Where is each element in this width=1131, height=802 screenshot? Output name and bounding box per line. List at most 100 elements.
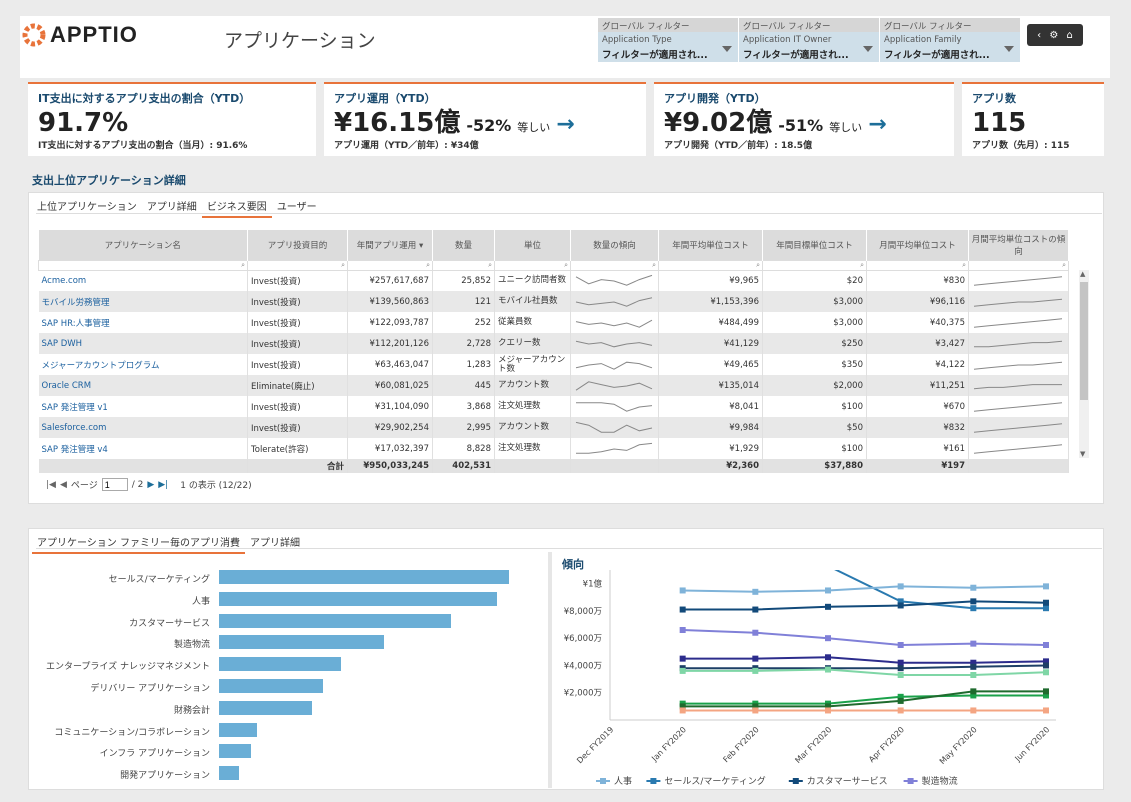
series-9-point-0[interactable] <box>679 707 686 714</box>
back-icon[interactable]: ‹ <box>1037 29 1042 41</box>
global-filter-application-family[interactable]: グローバル フィルター Application Family フィルターが適用さ… <box>880 18 1020 62</box>
app-name-link[interactable]: Oracle CRM <box>38 375 248 396</box>
app-name-link[interactable]: SAP 発注管理 v1 <box>38 396 248 417</box>
series-9-point-1[interactable] <box>752 707 759 714</box>
chevron-down-icon[interactable] <box>722 46 732 52</box>
series-3-point-3[interactable] <box>897 642 904 648</box>
chevron-down-icon[interactable] <box>1004 46 1014 52</box>
column-header[interactable]: 年間平均単位コスト <box>658 230 763 260</box>
tab-business-drivers[interactable]: ビジネス要因 <box>201 195 272 218</box>
table-row[interactable]: SAP 発注管理 v4 Tolerate(許容) ¥17,032,397 8,828 注… <box>38 438 1069 459</box>
series-1-point-0[interactable] <box>679 587 686 594</box>
column-header[interactable]: 月間平均単位コスト <box>866 230 969 260</box>
bar-9[interactable] <box>219 766 240 781</box>
series-9-point-4[interactable] <box>970 707 977 714</box>
series-9-point-3[interactable] <box>897 707 904 714</box>
app-name-link[interactable]: モバイル労務管理 <box>38 291 248 312</box>
scrollbar-thumb[interactable] <box>1080 282 1088 400</box>
bar-8[interactable] <box>219 744 251 759</box>
legend-item[interactable]: 人事 <box>596 775 632 787</box>
tab-app-details[interactable]: アプリ詳細 <box>249 538 300 549</box>
series-1-point-4[interactable] <box>970 584 977 591</box>
series-6-point-2[interactable] <box>825 666 831 673</box>
search-icon[interactable]: ⌕ <box>570 259 659 271</box>
series-4-point-3[interactable] <box>897 659 904 666</box>
column-header[interactable]: 月間平均単位コストの傾向 <box>968 230 1069 260</box>
series-4-point-5[interactable] <box>1043 658 1049 665</box>
series-8-point-0[interactable] <box>679 703 686 710</box>
app-name-link[interactable]: SAP 発注管理 v4 <box>38 438 248 459</box>
search-icon[interactable]: ⌕ <box>968 259 1069 271</box>
series-0-point-3[interactable] <box>897 598 904 605</box>
tab-users[interactable]: ユーザー <box>276 202 317 213</box>
table-row[interactable]: SAP HR:人事管理 Invest(投資) ¥122,093,787 252 従業員数… <box>38 312 1069 333</box>
legend-item[interactable]: 製造物流 <box>903 775 958 787</box>
series-3-point-1[interactable] <box>752 629 759 636</box>
tab-app-consumption-by-family[interactable]: アプリケーション ファミリー毎のアプリ消費 <box>32 531 245 554</box>
series-5-point-4[interactable] <box>970 663 977 670</box>
table-row[interactable]: Salesforce.com Invest(投資) ¥29,902,254 2,995… <box>38 417 1069 438</box>
series-1-point-5[interactable] <box>1043 583 1049 590</box>
search-icon[interactable]: ⌕ <box>347 259 433 271</box>
kpi-card-app-count[interactable]: アプリ数 115 アプリ数（先月）: 115 <box>962 82 1104 156</box>
bar-3[interactable] <box>219 635 385 650</box>
table-row[interactable]: メジャーアカウントプログラム Invest(投資) ¥63,463,047 1,283… <box>38 354 1069 375</box>
column-header[interactable]: アプリ投資目的 <box>247 230 348 260</box>
app-name-link[interactable]: Salesforce.com <box>38 417 248 438</box>
legend-item[interactable]: カスタマーサービス <box>788 776 888 787</box>
series-4-point-4[interactable] <box>970 659 977 666</box>
table-row[interactable]: Acme.com Invest(投資) ¥257,617,687 25,852 ユニーク… <box>38 270 1069 291</box>
series-3-point-2[interactable] <box>825 635 831 642</box>
bar-1[interactable] <box>219 591 498 606</box>
series-8-point-2[interactable] <box>825 703 831 710</box>
bar-5[interactable] <box>219 679 324 693</box>
series-8-point-5[interactable] <box>1043 688 1049 695</box>
series-6-point-0[interactable] <box>679 667 686 674</box>
app-name-link[interactable]: SAP HR:人事管理 <box>38 312 248 333</box>
series-4-point-2[interactable] <box>825 654 831 661</box>
search-icon[interactable]: ⌕ <box>38 259 248 271</box>
series-6-point-1[interactable] <box>752 667 759 674</box>
kpi-card-app-spend-ratio[interactable]: IT支出に対するアプリ支出の割合（YTD） 91.7% IT支出に対するアプリ支… <box>28 82 316 156</box>
series-0-point-5[interactable] <box>1043 605 1049 612</box>
prev-page-icon[interactable]: ◀ <box>59 479 67 490</box>
series-4-point-0[interactable] <box>679 655 686 662</box>
first-page-icon[interactable]: |◀ <box>46 479 56 490</box>
home-icon[interactable]: ⌂ <box>1066 29 1073 41</box>
global-filter-application-it-owner[interactable]: グローバル フィルター Application IT Owner フィルターが適… <box>739 18 879 62</box>
series-2-point-2[interactable] <box>825 603 831 610</box>
series-9-point-2[interactable] <box>825 707 831 714</box>
app-name-link[interactable]: SAP DWH <box>38 333 248 354</box>
series-1-point-3[interactable] <box>897 583 904 590</box>
column-header[interactable]: アプリケーション名 <box>38 230 248 260</box>
series-6-point-4[interactable] <box>970 672 977 678</box>
legend-item[interactable]: セールス/マーケティング <box>646 775 766 787</box>
search-icon[interactable]: ⌕ <box>762 259 867 271</box>
table-row[interactable]: Oracle CRM Eliminate(廃止) ¥60,081,025 445 アカウ… <box>38 375 1069 396</box>
series-2-point-5[interactable] <box>1043 599 1049 606</box>
series-1-point-2[interactable] <box>825 587 831 594</box>
search-icon[interactable]: ⌕ <box>866 259 969 271</box>
column-header[interactable]: 数量 <box>432 230 495 260</box>
kpi-card-app-operations[interactable]: アプリ運用（YTD） ¥16.15億 -52% 等しい → アプリ運用（YTD／… <box>324 82 646 156</box>
table-row[interactable]: SAP 発注管理 v1 Invest(投資) ¥31,104,090 3,868 注文処… <box>38 396 1069 417</box>
series-1-point-1[interactable] <box>752 588 759 595</box>
series-3-point-5[interactable] <box>1043 642 1049 648</box>
column-header[interactable]: 数量の傾向 <box>570 230 659 260</box>
series-2-point-0[interactable] <box>679 606 686 613</box>
series-0-point-4[interactable] <box>970 605 977 612</box>
bar-4[interactable] <box>219 657 341 672</box>
column-header[interactable]: 単位 <box>494 230 571 260</box>
column-header[interactable]: 年間目標単位コスト <box>762 230 867 260</box>
kpi-card-app-development[interactable]: アプリ開発（YTD） ¥9.02億 -51% 等しい → アプリ開発（YTD／前… <box>654 82 954 156</box>
series-8-point-4[interactable] <box>970 688 977 695</box>
table-scrollbar[interactable]: ▲ ▼ <box>1079 270 1089 458</box>
bar-2[interactable] <box>219 613 451 628</box>
series-4-point-1[interactable] <box>752 655 759 662</box>
app-name-link[interactable]: Acme.com <box>38 270 248 291</box>
series-9-point-5[interactable] <box>1043 707 1049 714</box>
series-6-point-5[interactable] <box>1043 669 1049 676</box>
series-3-point-0[interactable] <box>679 627 686 633</box>
series-7-point-3[interactable] <box>897 693 904 700</box>
search-icon[interactable]: ⌕ <box>432 259 495 271</box>
